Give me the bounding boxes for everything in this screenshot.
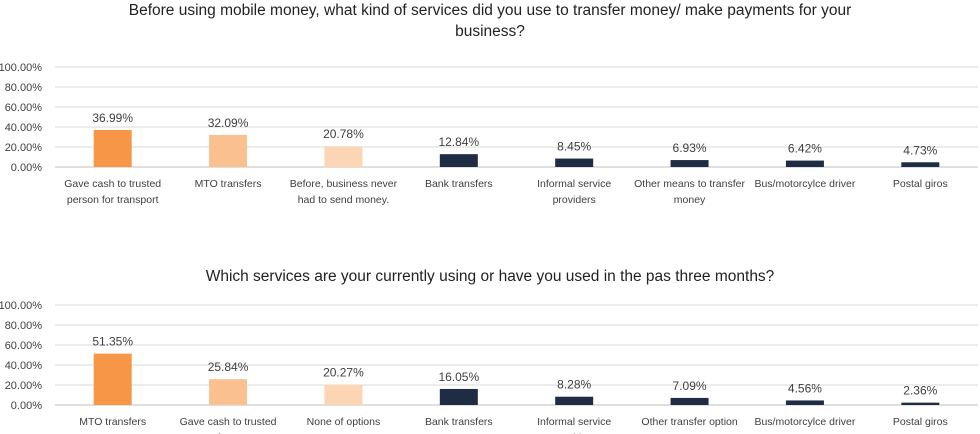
bottom-bar-1 xyxy=(93,353,132,405)
top-bar-7 xyxy=(785,160,824,167)
top-category-label-1: Gave cash to trusted xyxy=(64,178,161,190)
y-tick-label: 40.00% xyxy=(5,122,43,134)
chart-title-top-line-1: Before using mobile money, what kind of … xyxy=(128,2,852,19)
chart-title-bottom-line-1: Which services are your currently using … xyxy=(205,268,775,285)
bottom-data-label-5: 8.28% xyxy=(557,378,591,392)
top-data-label-1: 36.99% xyxy=(92,111,133,125)
bottom-category-label-8: Postal giros xyxy=(893,416,948,428)
bottom-bar-5 xyxy=(555,396,594,405)
bar-chart-top: 100.00% 80.00% 60.00% 40.00% 20.00% 0.00% 36.9… xyxy=(0,62,978,206)
top-bar-2 xyxy=(209,134,248,167)
bottom-data-label-7: 4.56% xyxy=(788,381,822,395)
chart-title-top: Before using mobile money, what kind of … xyxy=(0,0,980,42)
top-category-label-4: Bank transfers xyxy=(425,178,493,190)
y-tick-label: 60.00% xyxy=(5,102,43,114)
bottom-category-label-2: person for transport xyxy=(182,432,274,434)
bottom-category-label-1: MTO transfers xyxy=(79,416,146,428)
bottom-bar-7 xyxy=(785,400,824,405)
top-data-label-7: 6.42% xyxy=(788,142,822,156)
chart-title-bottom: Which services are your currently using … xyxy=(0,266,980,287)
y-tick-label: 80.00% xyxy=(5,320,43,332)
y-tick-label: 0.00% xyxy=(11,400,42,412)
bottom-category-label-4: Bank transfers xyxy=(425,416,493,428)
top-data-label-2: 32.09% xyxy=(208,116,249,130)
bottom-data-label-3: 20.27% xyxy=(323,366,364,380)
bottom-data-label-6: 7.09% xyxy=(673,379,707,393)
chart-title-top-line-2: business? xyxy=(455,23,525,40)
top-data-label-5: 8.45% xyxy=(557,140,591,154)
bottom-data-label-8: 2.36% xyxy=(903,384,937,398)
bottom-bar-3 xyxy=(324,384,363,405)
top-category-label-3: Before, business never xyxy=(290,178,398,190)
top-bar-1 xyxy=(93,130,132,167)
top-data-label-3: 20.78% xyxy=(323,127,364,141)
bottom-category-label-2: Gave cash to trusted xyxy=(180,416,277,428)
bar-chart-bottom: 100.00% 80.00% 60.00% 40.00% 20.00% 0.00% 51.3… xyxy=(0,300,978,434)
bottom-category-label-5: providers xyxy=(553,432,596,434)
bottom-bar-8 xyxy=(901,402,940,405)
top-category-label-3: had to send money. xyxy=(298,194,389,206)
top-category-label-8: Postal giros xyxy=(893,178,948,190)
bottom-data-label-1: 51.35% xyxy=(92,335,133,349)
y-tick-label: 20.00% xyxy=(5,142,43,154)
y-tick-label: 40.00% xyxy=(5,360,43,372)
top-category-label-1: person for transport xyxy=(67,194,159,206)
top-bar-3 xyxy=(324,146,363,167)
top-bar-8 xyxy=(901,162,940,167)
top-category-label-5: Informal service xyxy=(537,178,611,190)
top-data-label-4: 12.84% xyxy=(438,135,479,149)
bottom-bar-4 xyxy=(439,388,478,405)
top-category-label-7: Bus/motorcylce driver xyxy=(754,178,855,190)
bottom-bar-6 xyxy=(670,397,709,405)
bottom-data-label-2: 25.84% xyxy=(208,360,249,374)
top-category-label-6: Other means to transfer xyxy=(634,178,745,190)
top-bar-4 xyxy=(439,154,478,167)
top-category-label-6: money xyxy=(674,194,706,206)
bottom-category-label-3: None of options xyxy=(307,416,381,428)
top-category-label-2: MTO transfers xyxy=(195,178,262,190)
top-category-label-5: providers xyxy=(553,194,596,206)
bottom-data-label-4: 16.05% xyxy=(438,370,479,384)
bottom-category-label-7: Bus/motorcylce driver xyxy=(754,416,855,428)
top-data-label-6: 6.93% xyxy=(673,141,707,155)
y-tick-label: 60.00% xyxy=(5,340,43,352)
bottom-category-label-5: Informal service xyxy=(537,416,611,428)
y-tick-label: 80.00% xyxy=(5,82,43,94)
top-bar-5 xyxy=(555,158,594,167)
y-tick-label: 100.00% xyxy=(0,62,42,74)
y-tick-label: 100.00% xyxy=(0,300,42,312)
top-bar-6 xyxy=(670,160,709,167)
y-tick-label: 0.00% xyxy=(11,162,42,174)
y-tick-label: 20.00% xyxy=(5,380,43,392)
bottom-category-label-6: Other transfer option xyxy=(641,416,737,428)
top-data-label-8: 4.73% xyxy=(903,143,937,157)
bottom-bar-2 xyxy=(209,379,248,405)
